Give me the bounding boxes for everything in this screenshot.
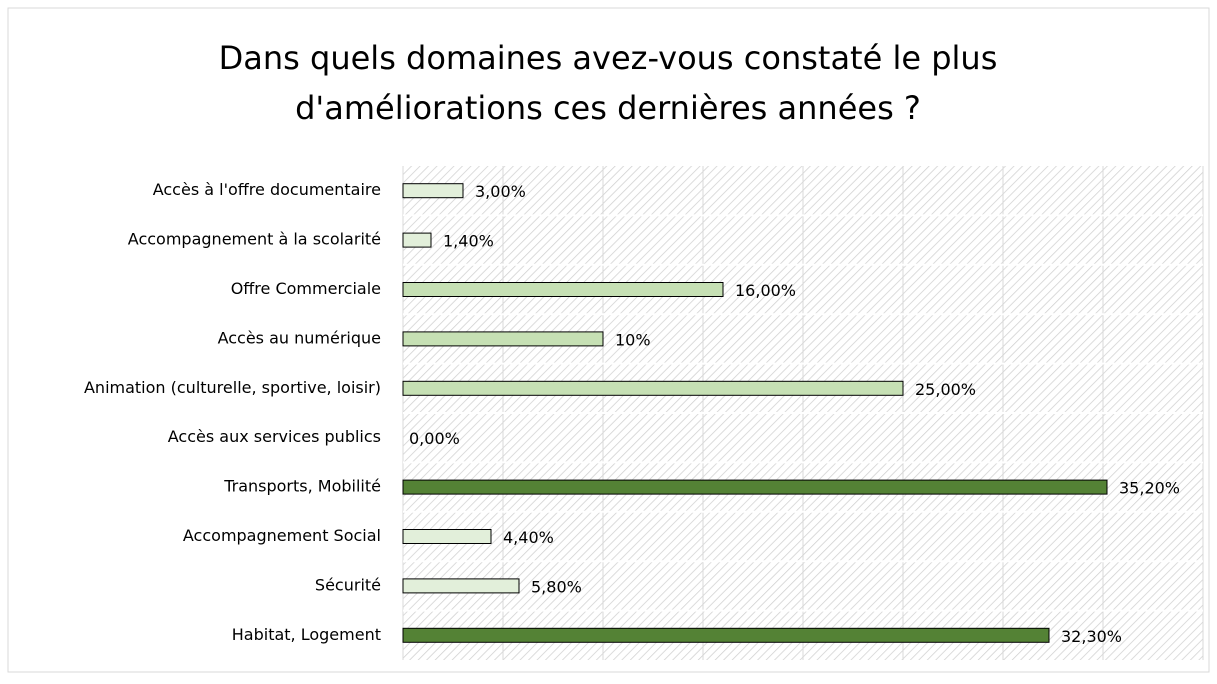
- y-tick-label: Sécurité: [315, 575, 381, 594]
- y-tick-label: Transports, Mobilité: [223, 477, 381, 496]
- bar: [402, 578, 520, 594]
- chart-title: d'améliorations ces dernières années ?: [295, 89, 921, 127]
- bar: [402, 627, 1050, 643]
- bar: [402, 331, 604, 347]
- y-tick-label: Habitat, Logement: [232, 625, 381, 644]
- chart-title: Dans quels domaines avez-vous constaté l…: [219, 39, 998, 77]
- data-label: 1,40%: [443, 232, 494, 251]
- y-tick-label: Accès au numérique: [218, 328, 381, 347]
- data-label: 32,30%: [1061, 627, 1122, 646]
- bar: [402, 232, 432, 248]
- bar: [402, 479, 1108, 495]
- data-label: 25,00%: [915, 380, 976, 399]
- bar: [402, 282, 724, 297]
- data-label: 3,00%: [475, 182, 526, 201]
- bar: [402, 529, 492, 544]
- data-label: 4,40%: [503, 528, 554, 547]
- bar: [402, 183, 464, 199]
- data-label: 0,00%: [409, 429, 460, 448]
- data-label: 10%: [615, 330, 651, 349]
- y-tick-label: Animation (culturelle, sportive, loisir): [84, 378, 381, 397]
- y-tick-label: Offre Commerciale: [231, 279, 381, 298]
- y-tick-label: Accès aux services publics: [168, 427, 381, 446]
- y-tick-label: Accès à l'offre documentaire: [153, 180, 381, 199]
- y-tick-label: Accompagnement à la scolarité: [128, 230, 381, 249]
- data-label: 35,20%: [1119, 479, 1180, 498]
- frame: [7, 7, 1210, 673]
- y-tick-label: Accompagnement Social: [183, 526, 381, 545]
- data-label: 5,80%: [531, 577, 582, 596]
- data-label: 16,00%: [735, 281, 796, 300]
- bar: [402, 380, 904, 396]
